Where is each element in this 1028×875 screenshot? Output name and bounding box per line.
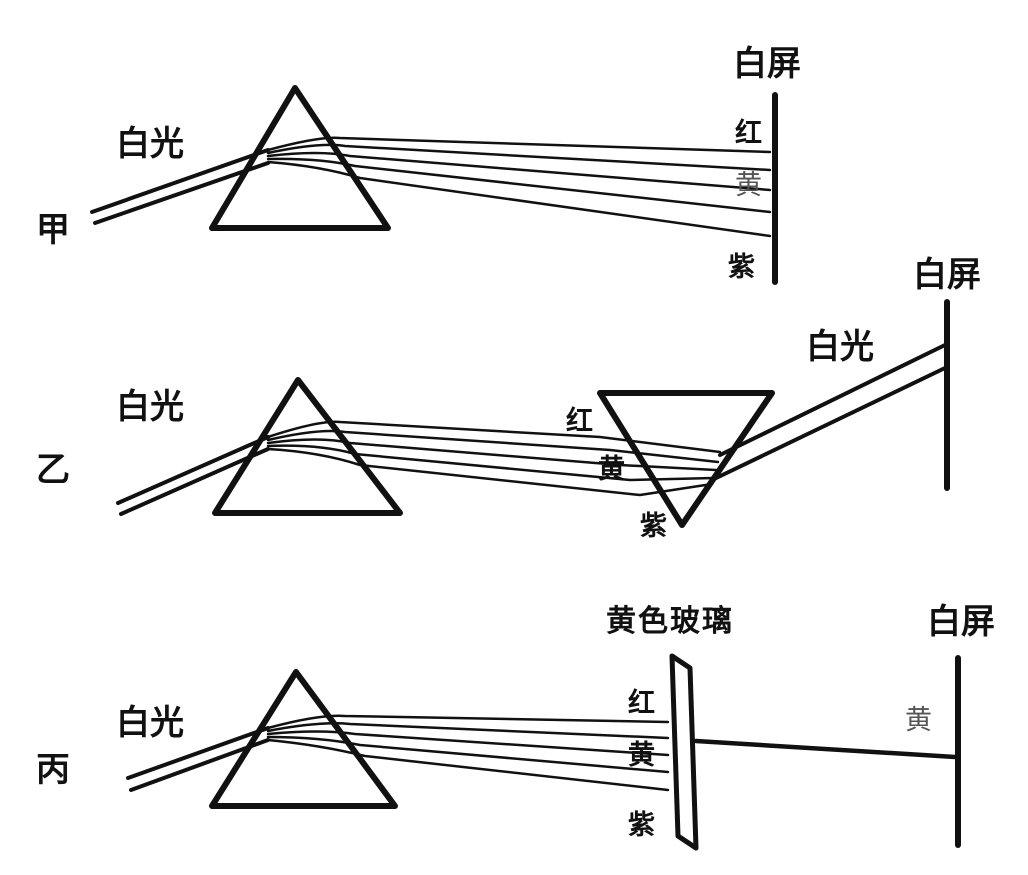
panel-b-white-light-out-label: 白光 [806,327,874,367]
prism-b1 [212,377,403,516]
incident-beam-c-lower [129,738,270,792]
incident-beam-b-lower [119,447,270,516]
panel-b-tag: 乙 [36,450,70,490]
incident-beam-a-upper [90,148,270,214]
panel-a-screen-label: 白屏 [733,44,801,84]
recombined-beam-b-upper [718,343,947,457]
panel-b-red-label: 红 [566,406,593,437]
refracted-beam-a [266,136,772,238]
panel-b-white-light-in-label: 白光 [116,387,184,427]
panel-c-violet-label: 紫 [628,810,655,841]
panel-c-screen-color-label: 黄 [905,705,932,736]
yellow-glass-plate [669,653,699,851]
panel-a-tag: 甲 [36,210,70,250]
panel-a-red-label: 红 [735,118,762,149]
panel-b-screen-label: 白屏 [913,255,981,295]
panel-a [90,85,778,285]
panel-c [126,653,961,851]
panel-c-tag: 丙 [36,750,70,790]
prism-b2-inverted [597,390,775,528]
incident-beam-a-lower [93,161,270,225]
panel-b-yellow-label: 黄 [598,454,625,485]
prism-c [209,669,398,809]
prism-a [209,85,391,231]
incident-beam-b-upper [116,435,270,505]
panel-a-yellow-label: 黄 [735,170,762,201]
panel-c-yellow-label: 黄 [628,740,655,771]
panel-c-white-light-label: 白光 [116,703,184,743]
panel-c-red-label: 红 [628,688,655,719]
refracted-beam-b [266,420,722,497]
panel-a-violet-label: 紫 [728,252,755,283]
incident-beam-c-upper [126,726,270,780]
panel-c-glass-label: 黄色玻璃 [606,604,734,639]
panel-a-white-light-label: 白光 [116,124,184,164]
panel-b [116,299,950,528]
recombined-beam-b-lower [710,366,947,482]
refracted-beam-c [266,714,670,792]
transmitted-yellow-beam [693,738,958,760]
panel-c-screen-label: 白屏 [927,602,995,642]
panel-b-violet-label: 紫 [640,511,667,542]
